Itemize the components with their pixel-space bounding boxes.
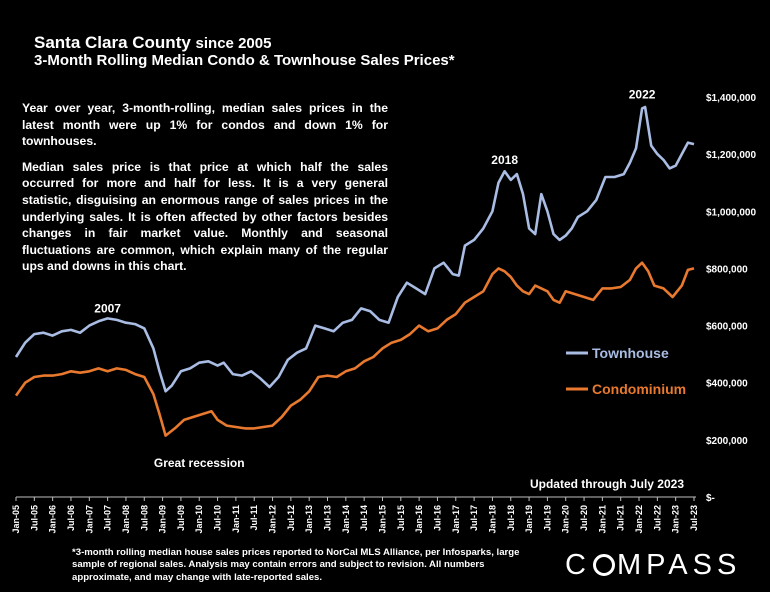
x-tick-label: Jul-12 xyxy=(286,505,296,531)
x-tick-label: Jan-15 xyxy=(377,505,387,534)
annotation-label: 2022 xyxy=(629,87,656,101)
x-tick-label: Jul-13 xyxy=(323,505,333,531)
x-tick-label: Jan-06 xyxy=(48,505,58,534)
x-tick-label: Jan-20 xyxy=(561,505,571,534)
x-tick-label: Jul-05 xyxy=(29,505,39,531)
x-tick-label: Jan-05 xyxy=(11,505,21,534)
x-tick-label: Jan-18 xyxy=(487,505,497,534)
x-tick-label: Jul-07 xyxy=(103,505,113,531)
x-tick-label: Jul-22 xyxy=(652,505,662,531)
chart-title: Santa Clara County since 2005 xyxy=(34,32,271,54)
x-tick-label: Jul-14 xyxy=(359,505,369,531)
x-tick-label: Jan-23 xyxy=(671,505,681,534)
x-tick-label: Jan-21 xyxy=(597,505,607,534)
x-tick-label: Jan-16 xyxy=(414,505,424,534)
series-line-townhouse xyxy=(14,105,695,393)
y-tick-label: $800,000 xyxy=(706,264,748,275)
note-paragraph-2: Median sales price is that price at whic… xyxy=(22,159,388,274)
x-tick-label: Jan-22 xyxy=(634,505,644,534)
x-tick-label: Jan-13 xyxy=(304,505,314,534)
y-tick-label: $1,000,000 xyxy=(706,207,756,218)
x-tick-label: Jul-15 xyxy=(396,505,406,531)
x-tick-label: Jan-09 xyxy=(158,505,168,534)
updated-label: Updated through July 2023 xyxy=(529,477,684,491)
notes-text: Year over year, 3-month-rolling, median … xyxy=(22,100,388,284)
x-tick-label: Jul-11 xyxy=(249,505,259,531)
x-tick-label: Jan-08 xyxy=(121,505,131,534)
title-main: Santa Clara County xyxy=(34,33,191,52)
x-tick-label: Jul-06 xyxy=(66,505,76,531)
series-line-condominium xyxy=(14,261,695,437)
x-tick-label: Jan-10 xyxy=(194,505,204,534)
chart-subtitle: 3-Month Rolling Median Condo & Townhouse… xyxy=(34,52,455,69)
compass-logo: C MPASS xyxy=(565,549,742,581)
title-since: since 2005 xyxy=(195,35,272,52)
footnote: *3-month rolling median house sales pric… xyxy=(72,547,520,583)
annotation-label: 2018 xyxy=(491,153,518,167)
logo-o-icon xyxy=(592,554,615,576)
x-tick-label: Jul-20 xyxy=(579,505,589,531)
x-tick-label: Jul-10 xyxy=(213,505,223,531)
legend-label: Townhouse xyxy=(592,345,669,361)
y-tick-label: $- xyxy=(706,493,715,504)
x-tick-label: Jan-19 xyxy=(524,505,534,534)
x-tick-label: Jul-09 xyxy=(176,505,186,531)
x-tick-label: Jan-12 xyxy=(268,505,278,534)
y-tick-label: $600,000 xyxy=(706,322,748,333)
annotation-label: 2007 xyxy=(94,302,121,316)
y-tick-label: $1,400,000 xyxy=(706,93,756,104)
y-tick-label: $1,200,000 xyxy=(706,150,756,161)
x-tick-label: Jul-16 xyxy=(432,505,442,531)
x-tick-label: Jan-17 xyxy=(451,505,461,534)
x-tick-label: Jul-19 xyxy=(542,505,552,531)
x-tick-label: Jan-14 xyxy=(341,505,351,534)
x-tick-label: Jul-18 xyxy=(506,505,516,531)
x-tick-label: Jul-23 xyxy=(689,505,699,531)
x-tick-label: Jan-11 xyxy=(231,505,241,533)
x-tick-label: Jul-17 xyxy=(469,505,479,531)
y-tick-label: $200,000 xyxy=(706,436,748,447)
annotation-label: Great recession xyxy=(154,456,245,470)
note-paragraph-1: Year over year, 3-month-rolling, median … xyxy=(22,101,388,149)
x-tick-label: Jul-21 xyxy=(616,505,626,531)
x-tick-label: Jan-07 xyxy=(84,505,94,534)
legend-label: Condominium xyxy=(592,381,686,397)
y-tick-label: $400,000 xyxy=(706,379,748,390)
x-tick-label: Jul-08 xyxy=(139,505,149,531)
